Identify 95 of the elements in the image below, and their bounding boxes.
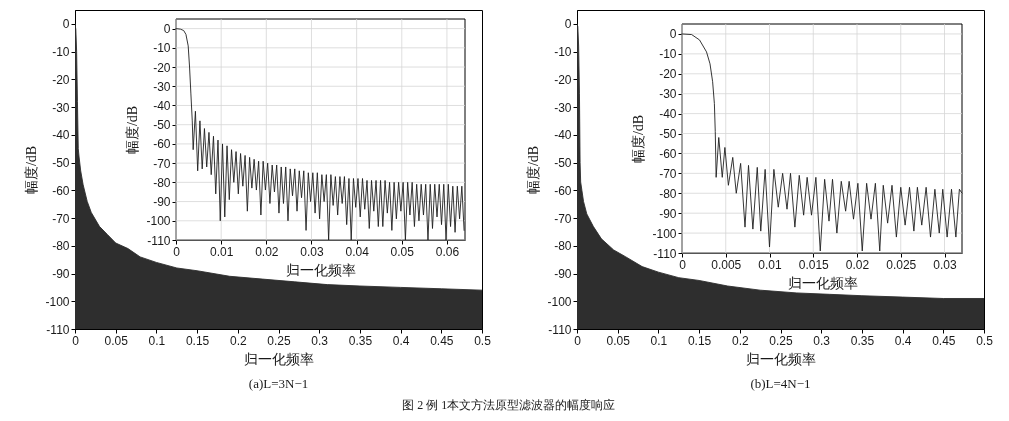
x-tick-label: 0.02 — [845, 257, 870, 272]
y-tick-label: -90 — [153, 195, 171, 210]
x-tick-label: 0.03 — [933, 257, 957, 272]
y-tick-label: 0 — [669, 27, 677, 42]
y-tick-label: -60 — [554, 183, 572, 198]
x-tick-label: 0.01 — [209, 244, 234, 259]
y-tick-label: -110 — [147, 233, 171, 248]
y-tick-label: -80 — [52, 239, 70, 254]
y-tick-label: -40 — [153, 98, 171, 113]
y-tick-label: -110 — [46, 322, 70, 337]
y-tick-label: -10 — [153, 41, 171, 56]
y-tick-label: 0 — [163, 22, 171, 37]
y-axis-title: 幅度/dB — [125, 105, 141, 155]
y-tick-label: -100 — [652, 226, 677, 241]
x-tick-label: 0.015 — [798, 257, 830, 272]
y-tick-label: -100 — [45, 294, 70, 309]
y-tick-label: -20 — [153, 60, 171, 75]
y-tick-label: 0 — [564, 17, 572, 32]
x-tick-label: 0.5 — [976, 333, 994, 348]
y-tick-label: -20 — [554, 72, 572, 87]
y-tick-label: -100 — [146, 214, 171, 229]
y-tick-label: -80 — [554, 239, 572, 254]
x-tick-label: 0.05 — [390, 244, 415, 259]
text: (a)L=3N−1 — [248, 376, 309, 391]
y-tick-label: -90 — [659, 206, 677, 221]
y-tick-label: -100 — [547, 294, 572, 309]
x-tick-label: 0.3 — [311, 333, 329, 348]
y-tick-label: 0 — [62, 17, 70, 32]
y-tick-label: -60 — [153, 137, 171, 152]
x-tick-label: 0.06 — [435, 244, 460, 259]
x-tick-label: 0.3 — [813, 333, 831, 348]
y-tick-label: -50 — [554, 156, 572, 171]
x-tick-label: 0.005 — [711, 257, 742, 272]
x-tick-label: 0.04 — [345, 244, 370, 259]
y-tick-label: -40 — [659, 107, 677, 122]
x-tick-label: 0.01 — [758, 257, 782, 272]
y-tick-label: -40 — [52, 128, 70, 143]
x-tick-label: 0 — [173, 244, 181, 259]
y-tick-label: -10 — [659, 47, 677, 62]
x-axis-title: 归一化频率 — [787, 275, 858, 291]
y-tick-label: -70 — [554, 211, 572, 226]
x-tick-label: 0.35 — [850, 333, 875, 348]
y-tick-label: -110 — [548, 322, 572, 337]
x-tick-label: 0.03 — [300, 244, 324, 259]
y-tick-label: -30 — [554, 100, 572, 115]
x-tick-label: 0.45 — [932, 333, 956, 348]
x-tick-label: 0.5 — [474, 333, 492, 348]
y-axis-title: 幅度/dB — [631, 114, 647, 164]
y-tick-label: -70 — [52, 211, 70, 226]
y-tick-label: -50 — [659, 127, 677, 142]
y-tick-label: -110 — [653, 246, 677, 261]
text: (b)L=4N−1 — [750, 376, 811, 391]
x-tick-label: 0.25 — [769, 333, 793, 348]
y-axis-title: 幅度/dB — [24, 145, 40, 195]
y-tick-label: -70 — [659, 166, 677, 181]
y-tick-label: -60 — [659, 146, 677, 161]
x-tick-label: 0.05 — [104, 333, 129, 348]
x-tick-label: 0.02 — [255, 244, 279, 259]
y-tick-label: -50 — [52, 156, 70, 171]
x-tick-label: 0 — [574, 333, 582, 348]
caption: 图 2 例 1本文方法原型滤波器的幅度响应 — [402, 397, 616, 412]
x-tick-label: 0.15 — [185, 333, 210, 348]
y-tick-label: -90 — [52, 267, 70, 282]
x-tick-label: 0.1 — [148, 333, 166, 348]
y-tick-label: -10 — [52, 45, 70, 60]
y-tick-label: -60 — [52, 183, 70, 198]
y-tick-label: -20 — [659, 67, 677, 82]
x-tick-label: 0.05 — [606, 333, 631, 348]
y-tick-label: -80 — [659, 186, 677, 201]
x-tick-label: 0.2 — [229, 333, 247, 348]
y-axis-title: 幅度/dB — [526, 145, 542, 195]
x-tick-label: 0.4 — [894, 333, 912, 348]
x-tick-label: 0.4 — [392, 333, 410, 348]
x-tick-label: 0.025 — [886, 257, 917, 272]
x-tick-label: 0 — [679, 257, 687, 272]
y-tick-label: -30 — [153, 79, 171, 94]
y-tick-label: -70 — [153, 156, 171, 171]
y-tick-label: -10 — [554, 45, 572, 60]
x-tick-label: 0.25 — [267, 333, 291, 348]
x-tick-label: 0 — [72, 333, 80, 348]
y-tick-label: -30 — [52, 100, 70, 115]
y-tick-label: -40 — [554, 128, 572, 143]
y-tick-label: -80 — [153, 175, 171, 190]
x-tick-label: 0.45 — [430, 333, 454, 348]
x-tick-label: 0.35 — [348, 333, 373, 348]
y-tick-label: -30 — [659, 87, 677, 102]
x-tick-label: 0.1 — [650, 333, 668, 348]
x-axis-title: 归一化频率 — [244, 351, 314, 367]
y-tick-label: -50 — [153, 118, 171, 133]
x-tick-label: 0.15 — [687, 333, 712, 348]
y-tick-label: -20 — [52, 72, 70, 87]
x-axis-title: 归一化频率 — [746, 351, 816, 367]
x-axis-title: 归一化频率 — [286, 262, 356, 278]
y-tick-label: -90 — [554, 267, 572, 282]
x-tick-label: 0.2 — [731, 333, 749, 348]
